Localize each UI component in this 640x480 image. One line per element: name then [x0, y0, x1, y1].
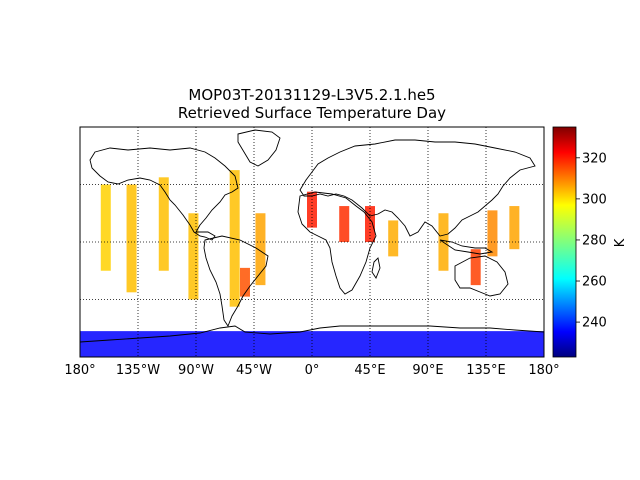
longitude-label-7: 135°E: [466, 363, 506, 378]
colorbar-tick-label-2: 280: [582, 233, 607, 248]
data-swath-6: [255, 213, 266, 286]
longitude-label-3: 45°W: [236, 363, 272, 378]
data-swath-8: [339, 206, 350, 242]
longitude-label-4: 0°: [305, 363, 320, 378]
coast-indonesia: [439, 239, 494, 255]
longitude-label-6: 90°E: [412, 363, 443, 378]
data-swath-0: [100, 184, 111, 271]
colorbar-tick-label-4: 320: [582, 151, 607, 166]
coast-australia: [454, 255, 509, 297]
colorbar: 240 260 280 300 320 K: [552, 126, 628, 358]
data-swath-7: [307, 191, 317, 228]
longitude-labels: 180° 135°W 90°W 45°W 0° 45°E 90°E 135°E 180°: [64, 363, 559, 378]
coast-madagascar: [371, 257, 381, 279]
longitude-label-5: 45°E: [354, 363, 385, 378]
coast-africa: [297, 191, 377, 295]
longitude-label-0: 180°: [64, 363, 95, 378]
data-swath-9: [365, 206, 375, 242]
map-title-line-1: MOP03T-20131129-L3V5.2.1.he5: [188, 86, 436, 104]
map-title-line-2: Retrieved Surface Temperature Day: [177, 104, 447, 122]
colorbar-ticks: 240 260 280 300 320: [576, 151, 607, 331]
colorbar-tick-label-1: 260: [582, 275, 607, 290]
coast-antarctica: [80, 325, 544, 343]
data-swath-14: [509, 206, 520, 250]
data-swath-10: [388, 220, 399, 257]
coast-greenland: [237, 129, 281, 167]
data-swath-2: [158, 177, 169, 271]
map-frame: [79, 126, 545, 358]
coastlines: [80, 129, 544, 343]
coast-north-america: [89, 147, 239, 241]
coast-europe-asia: [299, 139, 536, 237]
longitude-label-1: 135°W: [116, 363, 160, 378]
coast-south-america: [203, 235, 269, 327]
longitude-label-2: 90°W: [178, 363, 214, 378]
data-swath-13: [487, 210, 498, 257]
data-swath-1: [126, 184, 137, 293]
colorbar-scale: [552, 126, 577, 358]
data-antarctic-band: [80, 331, 544, 357]
colorbar-tick-label-0: 240: [582, 316, 607, 331]
colorbar-unit-label: K: [613, 238, 628, 247]
map-area: [79, 126, 545, 358]
data-swath-12: [470, 249, 481, 286]
colorbar-tick-label-3: 300: [582, 192, 607, 207]
longitude-label-8: 180°: [528, 363, 559, 378]
data-swath-5: [239, 267, 250, 297]
data-swath-3: [188, 213, 199, 300]
